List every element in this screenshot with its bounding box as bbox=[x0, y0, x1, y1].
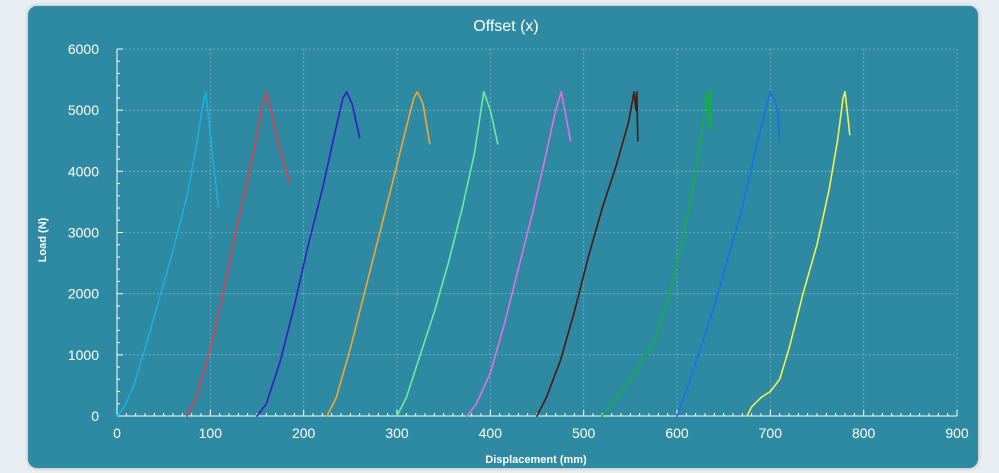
y-tick-label: 1000 bbox=[68, 347, 99, 363]
x-axis-title: Displacement (mm) bbox=[485, 454, 587, 466]
y-tick-label: 6000 bbox=[68, 41, 99, 57]
y-axis-title: Load (N) bbox=[37, 217, 49, 262]
y-tick-label: 2000 bbox=[68, 286, 99, 302]
x-tick-label: 700 bbox=[759, 425, 783, 441]
chart-canvas: Offset (x) 0 100 200 300 400 500 600 700 800 9000… bbox=[37, 18, 969, 466]
y-tick-label: 4000 bbox=[68, 163, 99, 179]
series-line-2 bbox=[186, 91, 291, 417]
x-tick-label: 100 bbox=[199, 425, 223, 441]
tick-labels: 0 100 200 300 400 500 600 700 800 900 0 1000 2000 300… bbox=[68, 41, 969, 441]
y-tick-label: 0 bbox=[91, 408, 99, 424]
series-line-8 bbox=[601, 91, 713, 417]
y-tick-label: 5000 bbox=[68, 102, 99, 118]
x-tick-label: 600 bbox=[665, 425, 689, 441]
x-tick-label: 500 bbox=[572, 425, 596, 441]
grid-layer bbox=[117, 48, 958, 416]
y-tick-label: 3000 bbox=[68, 225, 99, 241]
series-line-9 bbox=[676, 91, 781, 417]
series-line-4 bbox=[326, 91, 431, 417]
x-tick-label: 800 bbox=[852, 425, 876, 441]
x-tick-label: 300 bbox=[385, 425, 409, 441]
x-tick-label: 0 bbox=[113, 425, 121, 441]
series-line-1 bbox=[116, 91, 220, 417]
series-line-6 bbox=[466, 91, 572, 417]
series-layer bbox=[116, 91, 851, 417]
x-tick-label: 400 bbox=[479, 425, 503, 441]
series-line-7 bbox=[536, 91, 639, 417]
x-tick-label: 200 bbox=[292, 425, 316, 441]
chart-panel: Offset (x) 0 100 200 300 400 500 600 700 800 900 0… bbox=[28, 6, 978, 468]
series-line-3 bbox=[256, 91, 361, 417]
series-line-10 bbox=[746, 91, 851, 417]
x-tick-label: 900 bbox=[945, 425, 969, 441]
series-line-5 bbox=[396, 91, 499, 417]
chart-title: Offset (x) bbox=[473, 18, 539, 35]
